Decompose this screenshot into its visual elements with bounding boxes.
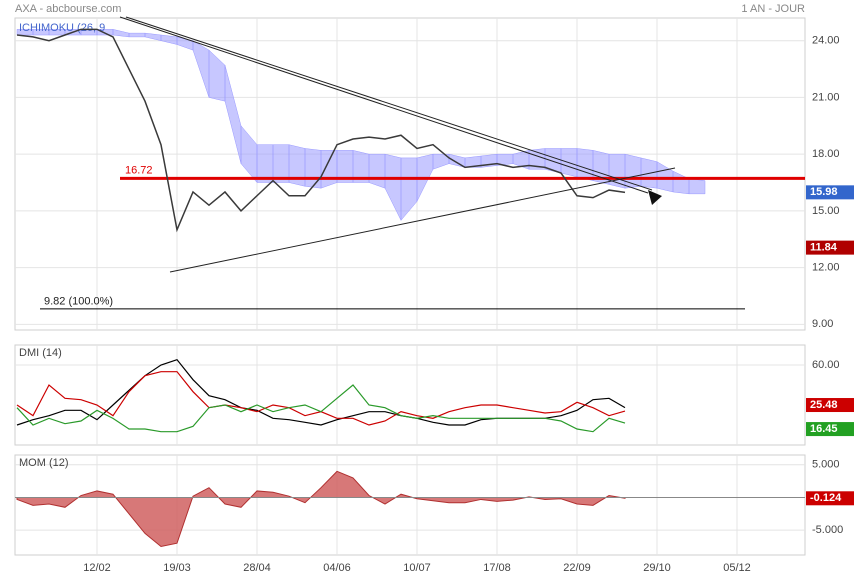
x-tick-label: 04/06 [323,562,351,574]
x-tick-label: 10/07 [403,562,431,574]
x-tick-label: 12/02 [83,562,111,574]
panel-title: DMI (14) [19,347,62,359]
indicator-line [16,384,626,433]
level-label: 16.72 [125,164,153,176]
value-badge-label: 16.45 [810,423,838,435]
ichimoku-cloud [304,148,322,189]
value-badge [806,398,854,413]
retracement-label: 9.82 (100.0%) [44,296,113,308]
panel-frame [14,454,806,556]
value-badge-label: -0.124 [810,492,842,504]
panel-title: MOM (12) [19,457,69,469]
ichimoku-cloud [272,144,290,183]
value-badge [806,240,854,255]
x-tick-label: 22/09 [563,562,591,574]
ichimoku-cloud [624,153,642,189]
x-tick-label: 05/12 [723,562,751,574]
trendline [125,16,653,191]
value-badge-label: 11.84 [810,242,838,254]
y-tick-label: 21.00 [812,91,840,103]
value-badge [806,422,854,437]
x-tick-label: 29/10 [643,562,671,574]
ichimoku-cloud [576,148,594,181]
y-tick-label: 15.00 [812,205,840,217]
value-badge [806,185,854,200]
panel-frame [14,344,806,446]
panel-frame [14,17,806,331]
y-tick-label: 18.00 [812,148,840,160]
ichimoku-cloud [288,144,306,187]
value-badge-label: 15.98 [810,186,838,198]
y-tick-label: 12.00 [812,262,840,274]
x-tick-label: 28/04 [243,562,271,574]
ichimoku-cloud [544,148,562,174]
chart-title: AXA - abcbourse.com [15,3,121,15]
x-tick-label: 19/03 [163,562,191,574]
period: 1 AN - JOUR [741,3,805,15]
y-tick-label: 60.00 [812,359,840,371]
ichimoku-cloud [368,153,386,189]
ichimoku-cloud [320,150,338,189]
arrow-head [648,190,662,205]
price-line [16,28,626,233]
y-tick-label: -5.000 [812,524,843,536]
value-badge-label: 25.48 [810,399,838,411]
y-tick-label: 9.00 [812,318,833,330]
momentum-area [16,470,626,548]
x-tick-label: 17/08 [483,562,511,574]
ichimoku-cloud [256,144,274,183]
ichimoku-cloud [128,32,146,38]
trendline [119,16,649,194]
value-badge [806,491,854,506]
ichimoku-cloud [688,178,706,195]
y-tick-label: 24.00 [812,35,840,47]
trendline [169,167,676,273]
cloud-legend: ICHIMOKU (26, 9 [19,22,105,34]
y-tick-label: 5.000 [812,459,840,471]
